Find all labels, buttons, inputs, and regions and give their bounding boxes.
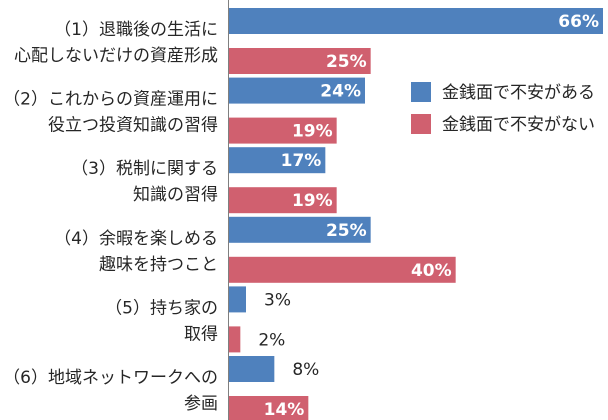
category-label: 役立つ投資知識の習得 <box>48 116 218 136</box>
legend-swatch <box>411 82 431 102</box>
category-label: （6）地域ネットワークへの <box>3 368 218 388</box>
data-label: 2% <box>258 330 285 350</box>
bar <box>229 356 275 382</box>
bar <box>229 147 326 174</box>
legend-swatch <box>411 114 431 134</box>
data-label: 3% <box>264 290 291 310</box>
data-label: 14% <box>264 400 305 420</box>
category-label: （2）これからの資産運用に <box>3 90 218 110</box>
legend-label: 金銭面で不安がない <box>442 115 595 135</box>
category-label: （3）税制に関する <box>71 159 218 179</box>
data-label: 40% <box>411 261 452 281</box>
category-label: 参画 <box>184 394 218 414</box>
category-label: 趣味を持つこと <box>99 255 218 275</box>
category-label: （5）持ち家の <box>105 298 218 318</box>
data-label: 8% <box>292 360 319 380</box>
bar <box>229 396 309 420</box>
category-label: 知識の習得 <box>133 185 218 205</box>
bar <box>229 77 365 104</box>
category-label: （4）余暇を楽しめる <box>54 229 218 249</box>
category-label: （1）退職後の生活に <box>54 20 218 40</box>
data-label: 19% <box>292 191 333 211</box>
bar <box>229 216 371 243</box>
bar <box>229 256 456 283</box>
bar <box>229 326 241 353</box>
data-label: 24% <box>320 82 361 102</box>
category-label: 心配しないだけの資産形成 <box>14 46 218 66</box>
bar <box>229 8 603 34</box>
legend-label: 金銭面で不安がある <box>442 83 595 103</box>
bar <box>229 117 337 144</box>
bar <box>229 187 337 214</box>
data-label: 25% <box>326 221 367 241</box>
category-label: 取得 <box>184 324 218 344</box>
data-label: 19% <box>292 122 333 142</box>
data-label: 17% <box>281 151 322 171</box>
bar <box>229 286 246 313</box>
data-label: 66% <box>558 12 599 32</box>
data-label: 25% <box>326 52 367 72</box>
bar <box>229 48 371 74</box>
bars: 66% 25% 24% 19% 17% 19% 25% 40% 3% 2% 8% 14% <box>229 8 603 420</box>
